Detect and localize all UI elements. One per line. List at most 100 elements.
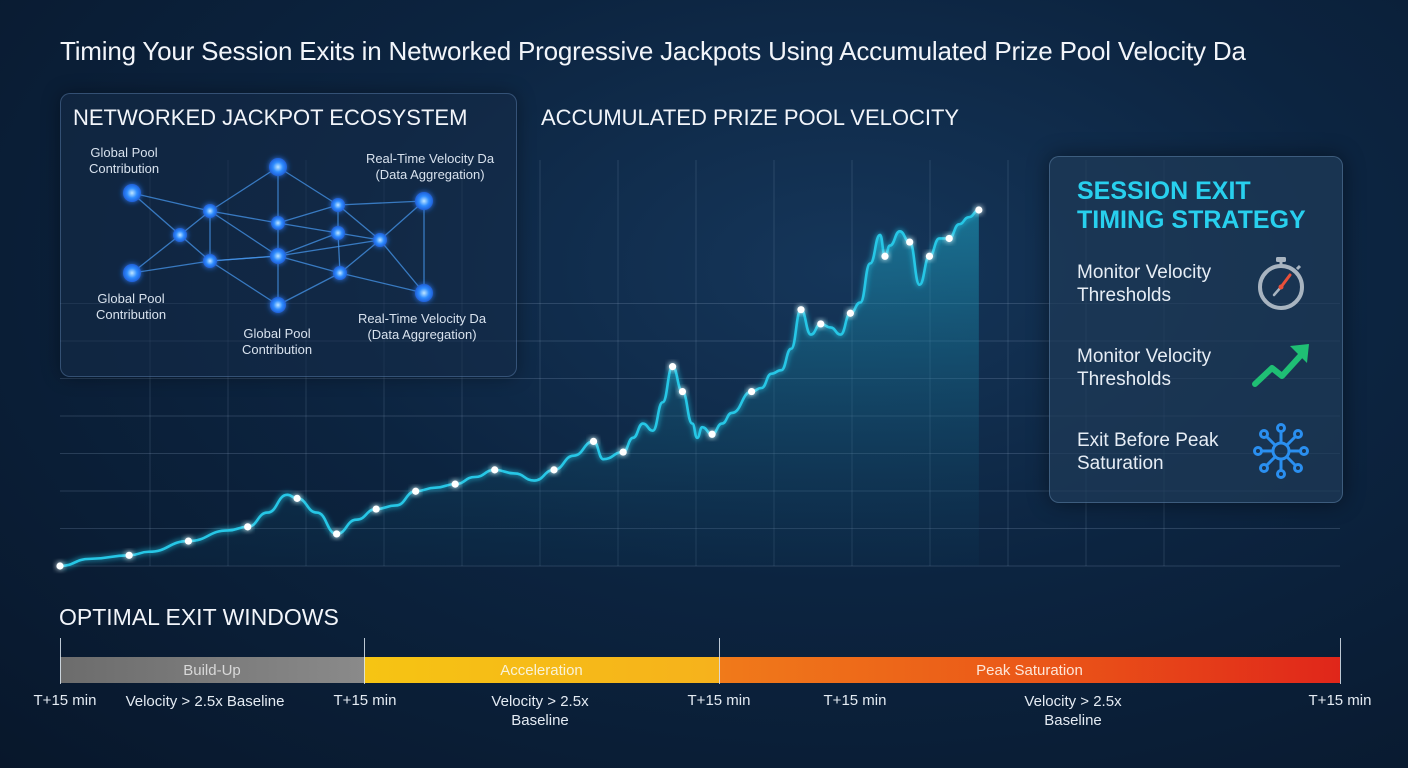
network-edge — [277, 272, 341, 306]
network-edge — [209, 166, 279, 212]
segment-peak-saturation: Peak Saturation — [719, 657, 1340, 683]
data-point — [244, 523, 252, 531]
network-edge — [131, 260, 211, 274]
time-label: T+15 min — [333, 692, 397, 709]
timeline-tick — [60, 638, 61, 684]
network-icon — [1253, 423, 1309, 479]
data-point — [846, 309, 855, 317]
time-label: T+15 min — [1308, 692, 1372, 709]
network-edge — [337, 200, 425, 206]
data-point — [748, 387, 756, 396]
condition-label-1: Velocity > 2.5x Baseline — [125, 693, 285, 710]
data-point — [881, 252, 889, 260]
network-node — [269, 158, 287, 176]
network-edge — [277, 255, 341, 274]
network-edge — [379, 239, 425, 294]
network-edge — [209, 210, 279, 224]
data-point — [589, 437, 598, 445]
data-point — [293, 494, 301, 502]
data-point — [945, 234, 953, 243]
stopwatch-icon — [1258, 257, 1304, 310]
net-label-top-right: Real-Time Velocity Da (Data Aggregation) — [365, 151, 495, 182]
data-point — [906, 238, 914, 246]
network-edge — [131, 192, 211, 212]
network-edge — [277, 166, 339, 206]
net-label-bottom-center: Global Pool Contribution — [241, 326, 313, 357]
data-point — [678, 387, 687, 396]
data-point — [333, 530, 341, 538]
segment-build-up: Build-Up — [60, 657, 364, 683]
network-node — [270, 248, 286, 264]
net-label-mid-left: Global Pool Contribution — [95, 291, 167, 322]
data-point — [708, 430, 716, 438]
net-label-top-left: Global Pool Contribution — [88, 145, 160, 176]
network-edge — [209, 260, 279, 306]
page-title: Timing Your Session Exits in Networked P… — [60, 36, 1246, 66]
data-point — [619, 448, 627, 456]
timeline-tick — [1340, 638, 1341, 684]
network-title: NETWORKED JACKPOT ECOSYSTEM — [73, 105, 468, 130]
trend-up-icon — [1252, 344, 1309, 387]
exit-windows-title: OPTIMAL EXIT WINDOWS — [59, 604, 339, 630]
strategy-title: SESSION EXIT TIMING STRATEGY — [1077, 177, 1306, 234]
data-point — [125, 551, 133, 559]
network-edge — [339, 239, 381, 274]
network-node — [331, 198, 345, 212]
data-point — [817, 320, 825, 328]
data-point — [56, 562, 64, 570]
network-edge — [277, 204, 339, 224]
strategy-item-3-text: Exit Before Peak Saturation — [1077, 430, 1219, 474]
segment-acceleration-label: Acceleration — [500, 661, 583, 679]
strategy-item-2-text: Monitor Velocity Thresholds — [1077, 346, 1212, 390]
timeline-tick — [719, 638, 720, 684]
data-point — [372, 505, 380, 513]
network-edge — [277, 222, 339, 234]
segment-build-up-label: Build-Up — [183, 661, 241, 679]
network-edge — [209, 255, 279, 262]
network-node — [270, 297, 286, 313]
data-point — [925, 252, 934, 260]
network-panel — [60, 93, 517, 377]
network-edge — [277, 232, 339, 257]
network-node — [173, 228, 187, 242]
time-label: T+15 min — [823, 692, 887, 709]
network-node — [333, 266, 347, 280]
strategy-item-1-text: Monitor Velocity Thresholds — [1077, 262, 1212, 306]
data-point — [451, 480, 459, 488]
time-label: T+15 min — [687, 692, 751, 709]
time-label: T+15 min — [33, 692, 97, 709]
condition-label-3: Velocity > 2.5x Baseline — [1024, 693, 1122, 729]
data-point — [412, 487, 420, 495]
data-point — [797, 306, 805, 314]
network-node — [271, 216, 285, 230]
chart-title: ACCUMULATED PRIZE POOL VELOCITY — [541, 105, 960, 130]
network-node — [123, 264, 141, 282]
segment-peak-saturation-label: Peak Saturation — [976, 661, 1083, 679]
net-label-bottom-right: Real-Time Velocity Da (Data Aggregation) — [357, 311, 487, 342]
velocity-area — [60, 210, 979, 566]
network-edge — [209, 210, 279, 257]
velocity-line — [59, 208, 980, 568]
network-edge — [277, 239, 381, 257]
network-edge — [337, 232, 381, 241]
strategy-panel — [1049, 156, 1343, 503]
network-node — [331, 226, 345, 240]
data-point — [184, 537, 193, 545]
network-node — [373, 233, 387, 247]
data-point — [668, 363, 677, 371]
network-node — [415, 192, 433, 210]
data-point — [491, 466, 499, 474]
network-edge — [131, 234, 181, 274]
condition-label-2: Velocity > 2.5x Baseline — [491, 693, 589, 729]
network-diagram — [123, 158, 433, 313]
network-edge — [337, 204, 381, 241]
network-node — [203, 254, 217, 268]
network-node — [415, 284, 433, 302]
network-node — [123, 184, 141, 202]
network-edge — [339, 272, 425, 294]
network-node — [203, 204, 217, 218]
timeline-tick — [364, 638, 365, 684]
segment-acceleration: Acceleration — [364, 657, 719, 683]
data-point — [550, 466, 558, 474]
network-edge — [379, 200, 425, 241]
